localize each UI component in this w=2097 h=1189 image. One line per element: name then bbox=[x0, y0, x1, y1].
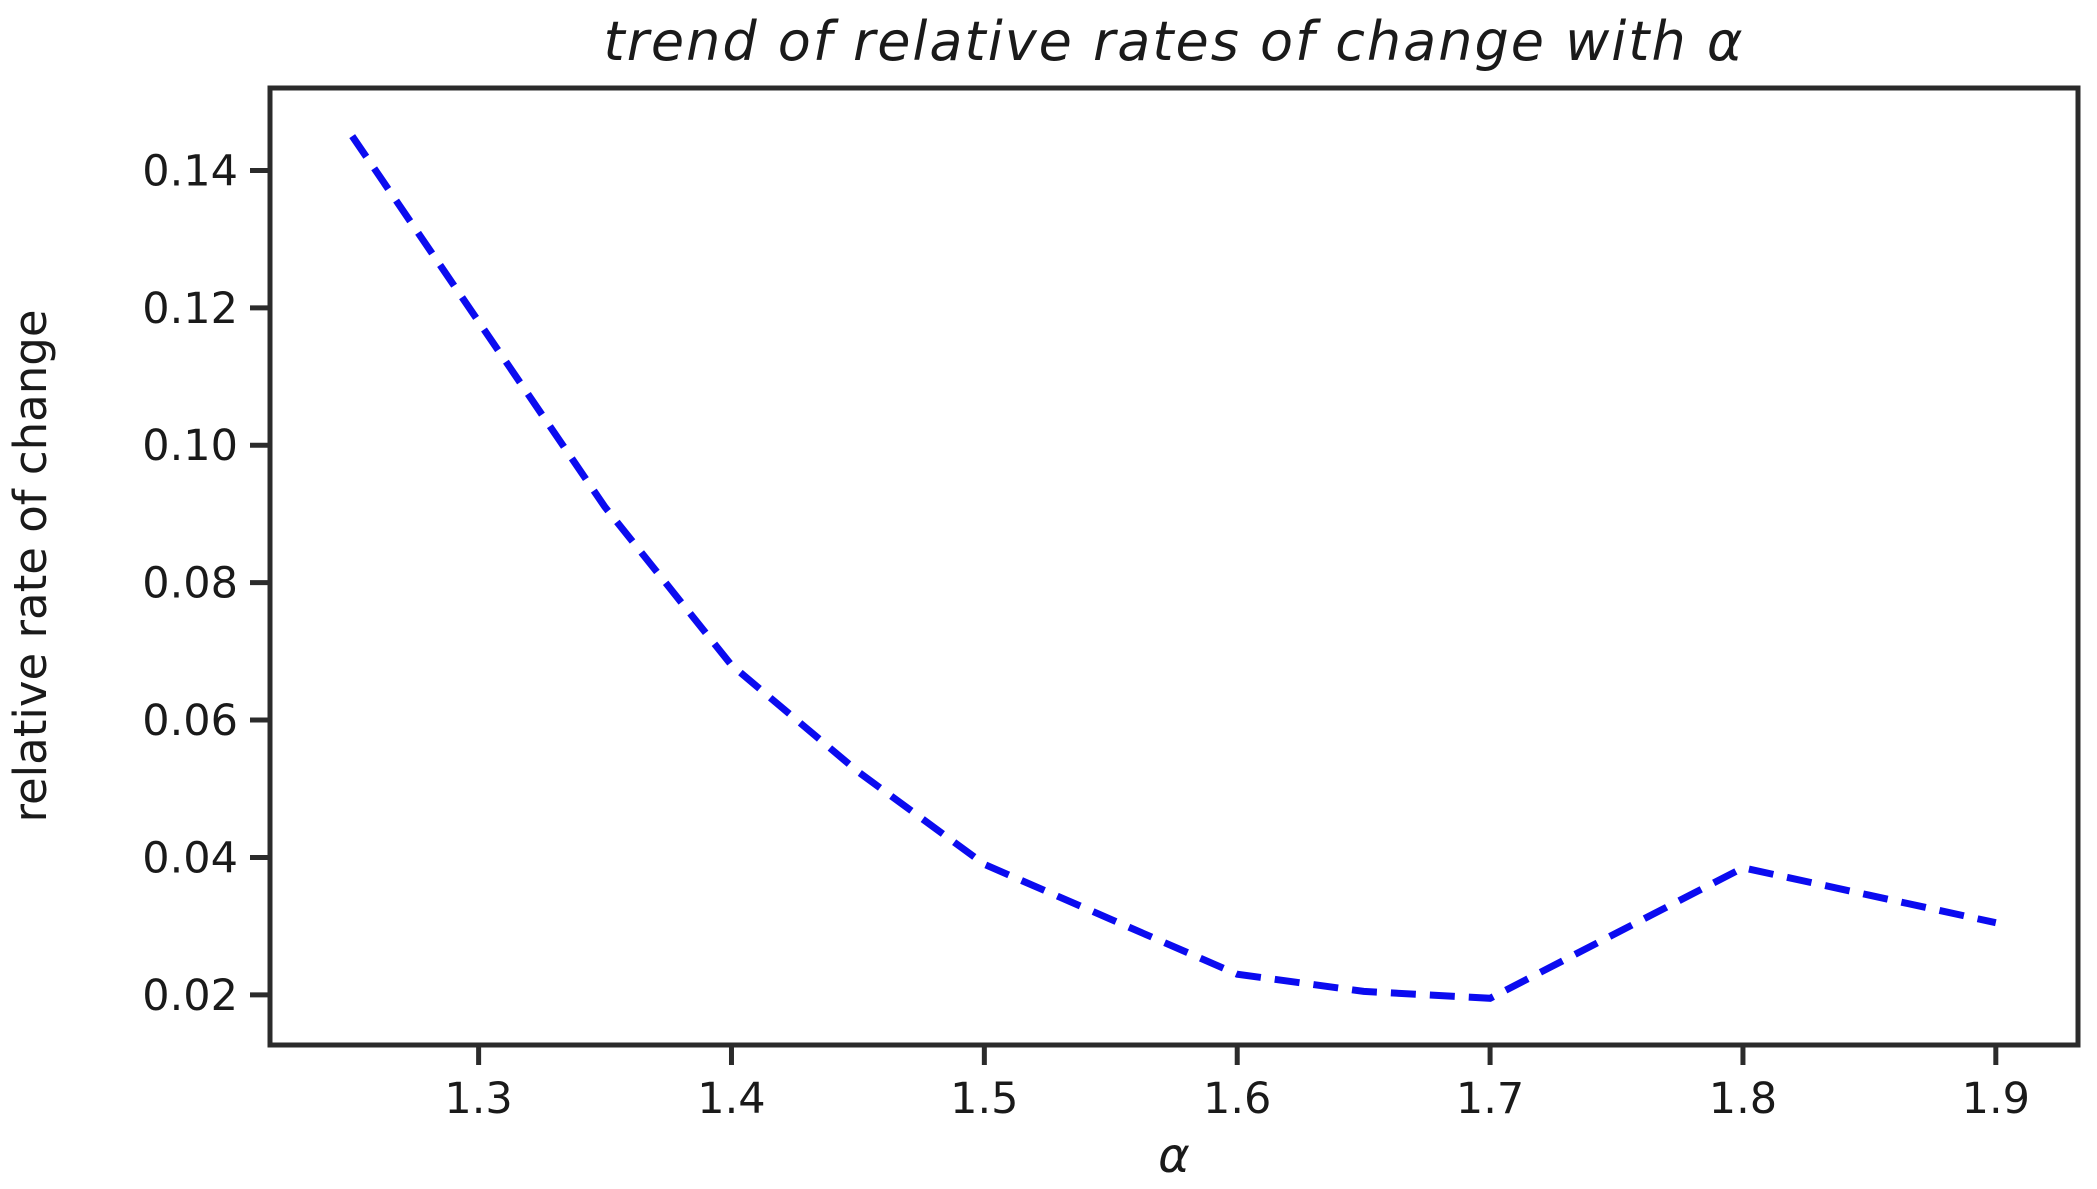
x-axis-label: α bbox=[1158, 1128, 1190, 1184]
x-tick-label: 1.9 bbox=[1962, 1074, 2030, 1124]
y-tick-label: 0.14 bbox=[142, 146, 238, 196]
y-tick-label: 0.12 bbox=[142, 284, 238, 334]
x-tick-label: 1.7 bbox=[1456, 1074, 1524, 1124]
y-tick-label: 0.04 bbox=[142, 833, 238, 883]
axis-ticks: 1.3 1.4 1.5 1.6 1.7 1.8 1.9 0.02 0.04 0.06 0.08 0.1… bbox=[142, 146, 2030, 1124]
x-tick-label: 1.5 bbox=[950, 1074, 1018, 1124]
x-tick-label: 1.4 bbox=[697, 1074, 765, 1124]
x-tick-label: 1.3 bbox=[444, 1074, 512, 1124]
y-tick-label: 0.08 bbox=[142, 559, 238, 609]
x-tick-label: 1.6 bbox=[1203, 1074, 1271, 1124]
y-tick-label: 0.02 bbox=[142, 971, 238, 1021]
y-axis-label: relative rate of change bbox=[4, 309, 57, 822]
data-line-series bbox=[349, 134, 1997, 1002]
chart-title: trend of relative rates of change with α bbox=[604, 10, 1745, 73]
y-tick-label: 0.06 bbox=[142, 696, 238, 746]
y-tick-label: 0.10 bbox=[142, 421, 238, 471]
plot-border bbox=[267, 85, 2081, 1048]
x-tick-label: 1.8 bbox=[1709, 1074, 1777, 1124]
